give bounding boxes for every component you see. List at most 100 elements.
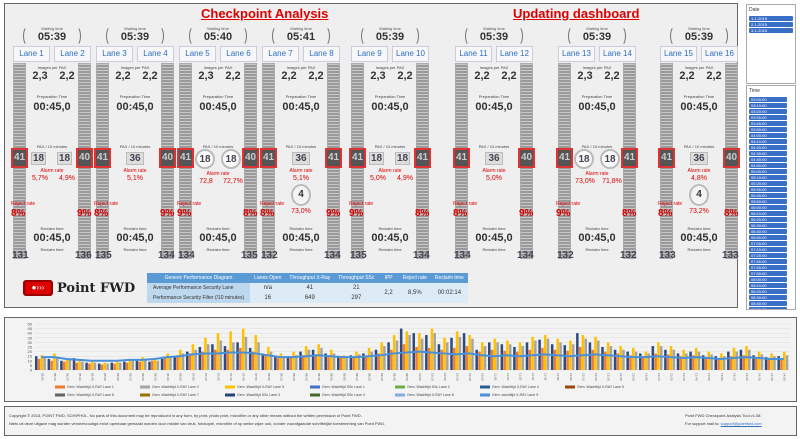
x-tick-label: 09:10	[355, 373, 359, 381]
lane-tab[interactable]: Lane 10	[392, 46, 429, 62]
lane-tab[interactable]: Lane 15	[660, 46, 697, 62]
reclaim-time-value: 00:45,0	[475, 232, 513, 244]
time-slicer-item[interactable]: 07:00:00	[749, 241, 787, 246]
time-slicer-item[interactable]: 03:30:00	[749, 115, 787, 120]
time-slicer-item[interactable]: 04:20:00	[749, 145, 787, 150]
time-slicer-item[interactable]: 04:50:00	[749, 163, 787, 168]
time-slicer-item[interactable]: 06:40:00	[749, 229, 787, 234]
time-slicer-item[interactable]: 04:00:00	[749, 133, 787, 138]
bar-3	[433, 333, 436, 370]
time-slicer-item[interactable]: 08:20:00	[749, 289, 787, 294]
time-slicer-item[interactable]: 08:10:00	[749, 283, 787, 288]
time-slicer-item[interactable]: 06:10:00	[749, 211, 787, 216]
time-slicer-item[interactable]: 03:40:00	[749, 121, 787, 126]
reclaim-sub-label: Reclaim time	[289, 247, 313, 252]
arc-decoration	[237, 26, 247, 46]
bar-1	[176, 355, 179, 370]
time-slicer-item[interactable]: 06:00:00	[749, 205, 787, 210]
lane-tab[interactable]: Lane 16	[701, 46, 738, 62]
time-slicer-item[interactable]: 08:50:00	[749, 307, 787, 309]
bar-2	[317, 344, 320, 370]
time-slicer[interactable]: Time 03:00:00 03:10:00 03:20:00 03:30:00 03:…	[746, 85, 796, 310]
lane-tab[interactable]: Lane 9	[351, 46, 388, 62]
arc-decoration	[616, 26, 626, 46]
lane-tab[interactable]: Lane 2	[54, 46, 91, 62]
arc-decoration	[718, 26, 728, 46]
waiting-time-label: Waiting time	[290, 26, 312, 31]
time-slicer-item[interactable]: 06:50:00	[749, 235, 787, 240]
bar-2	[632, 347, 635, 370]
lane-tab[interactable]: Lane 13	[558, 46, 595, 62]
lane-tab[interactable]: Lane 6	[220, 46, 257, 62]
time-slicer-item[interactable]: 07:40:00	[749, 265, 787, 270]
bar-2	[191, 344, 195, 370]
bar-3	[43, 358, 46, 370]
bar-1	[427, 347, 431, 370]
arc-decoration	[361, 26, 371, 46]
time-slicer-item[interactable]: 05:20:00	[749, 181, 787, 186]
time-slicer-item[interactable]: 03:20:00	[749, 109, 787, 114]
waiting-time-label: Waiting time	[41, 26, 63, 31]
time-slicer-item[interactable]: 04:40:00	[749, 157, 787, 162]
x-tick-label: 13:00	[644, 373, 648, 381]
time-slicer-item[interactable]: 07:30:00	[749, 259, 787, 264]
time-slicer-item[interactable]: 05:40:00	[749, 193, 787, 198]
pax-per-10-minutes-label: PAX / 10 minutes	[478, 144, 510, 149]
time-slicer-item[interactable]: 04:30:00	[749, 151, 787, 156]
lane-tab[interactable]: Lane 7	[262, 46, 299, 62]
legend-swatch	[140, 385, 150, 389]
time-slicer-item[interactable]: 06:20:00	[749, 217, 787, 222]
lane-tab[interactable]: Lane 8	[303, 46, 340, 62]
lane-tab[interactable]: Lane 3	[96, 46, 133, 62]
alarm-rate-value: 4,9%	[59, 175, 75, 182]
time-slicer-item[interactable]: 06:30:00	[749, 223, 787, 228]
lane-tab[interactable]: Lane 5	[179, 46, 216, 62]
images-per-pax-value: 2,2	[225, 70, 241, 82]
lane-tab[interactable]: Lane 1	[13, 46, 50, 62]
bar-0	[97, 363, 101, 370]
bar-2	[581, 335, 585, 370]
time-slicer-item[interactable]: 03:10:00	[749, 103, 787, 108]
date-slicer-item[interactable]: 1-1-2015	[749, 16, 793, 21]
x-tick-label: 12:00	[569, 373, 573, 381]
etd-alarm-rate: 73,0%	[291, 208, 311, 215]
time-slicer-item[interactable]: 03:50:00	[749, 127, 787, 132]
time-slicer-item[interactable]: 08:30:00	[749, 295, 787, 300]
time-slicer-item[interactable]: 07:50:00	[749, 271, 787, 276]
lane-group: Waiting time 05:39 Lane 15 Lane 16 Images pe…	[658, 26, 740, 266]
bar-2	[770, 353, 773, 370]
support-email-link[interactable]: support@pointfwd.com	[720, 421, 762, 426]
time-slicer-item[interactable]: 03:00:00	[749, 97, 787, 102]
lane-pax-count: 132	[261, 250, 278, 261]
time-slicer-item[interactable]: 05:00:00	[749, 169, 787, 174]
time-slicer-item[interactable]: 08:00:00	[749, 277, 787, 282]
time-slicer-item[interactable]: 05:30:00	[749, 187, 787, 192]
bar-0	[135, 360, 139, 370]
lane-tab[interactable]: Lane 12	[496, 46, 533, 62]
images-per-pax-label: Images per PAX	[120, 65, 150, 70]
date-slicer-item[interactable]: 3-1-2015	[749, 28, 793, 33]
lane-group: Waiting time 05:39 Lane 13 Lane 14 Images pe…	[556, 26, 638, 266]
bar-0	[160, 358, 164, 370]
bar-0	[689, 351, 692, 370]
time-slicer-title: Time	[749, 88, 760, 94]
lane-tab[interactable]: Lane 11	[455, 46, 492, 62]
legend-entry: Gem. Wachttijd X-RAY Lane 3	[237, 385, 284, 389]
time-slicer-item[interactable]: 05:10:00	[749, 175, 787, 180]
lane-tab[interactable]: Lane 4	[137, 46, 174, 62]
time-slicer-item[interactable]: 04:10:00	[749, 139, 787, 144]
time-slicer-item[interactable]: 05:50:00	[749, 199, 787, 204]
bar-1	[515, 351, 519, 370]
lane-tab[interactable]: Lane 14	[599, 46, 636, 62]
x-tick-label: 09:20	[367, 373, 371, 381]
time-slicer-item[interactable]: 07:20:00	[749, 253, 787, 258]
arc-decoration	[71, 26, 81, 46]
time-slicer-item[interactable]: 08:40:00	[749, 301, 787, 306]
time-slicer-item[interactable]: 07:10:00	[749, 247, 787, 252]
date-slicer-item[interactable]: 2-1-2015	[749, 22, 793, 27]
arc-decoration	[106, 26, 116, 46]
reject-rate-value: 9%	[349, 208, 364, 219]
legend-swatch	[55, 385, 65, 389]
date-slicer[interactable]: Date 1-1-2015 2-1-2015 3-1-2015	[746, 4, 796, 84]
x-tick-label: 09:00	[342, 373, 346, 381]
